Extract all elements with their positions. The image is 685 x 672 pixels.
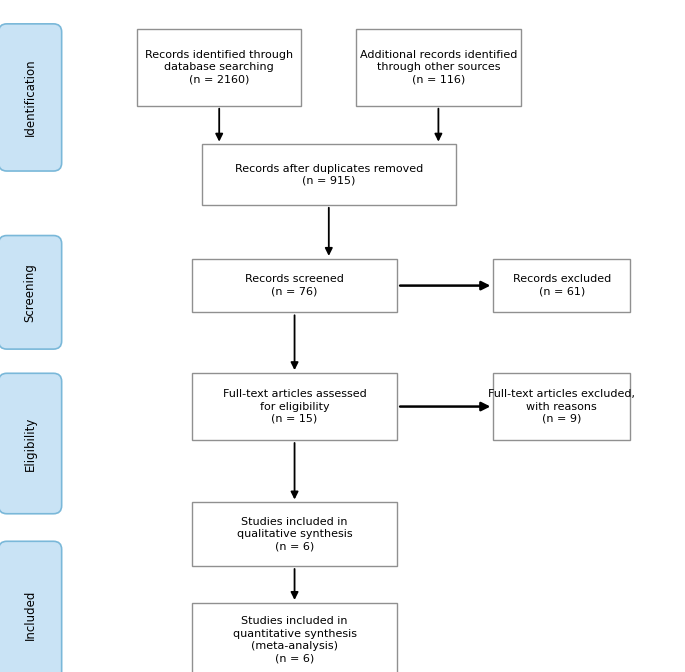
Text: Screening: Screening [24, 263, 36, 322]
FancyBboxPatch shape [192, 503, 397, 566]
FancyBboxPatch shape [202, 144, 456, 205]
FancyBboxPatch shape [137, 28, 301, 106]
Text: Records identified through
database searching
(n = 2160): Records identified through database sear… [145, 50, 293, 85]
FancyBboxPatch shape [0, 24, 62, 171]
Text: Full-text articles excluded,
with reasons
(n = 9): Full-text articles excluded, with reason… [488, 389, 635, 424]
FancyBboxPatch shape [356, 28, 521, 106]
Text: Additional records identified
through other sources
(n = 116): Additional records identified through ot… [360, 50, 517, 85]
FancyBboxPatch shape [192, 373, 397, 440]
FancyBboxPatch shape [0, 374, 62, 513]
Text: Studies included in
qualitative synthesis
(n = 6): Studies included in qualitative synthesi… [237, 517, 352, 552]
FancyBboxPatch shape [192, 603, 397, 672]
FancyBboxPatch shape [0, 236, 62, 349]
FancyBboxPatch shape [493, 373, 630, 440]
Text: Records excluded
(n = 61): Records excluded (n = 61) [512, 274, 611, 297]
Text: Identification: Identification [24, 58, 36, 136]
Text: Studies included in
quantitative synthesis
(meta-analysis)
(n = 6): Studies included in quantitative synthes… [232, 616, 357, 663]
Text: Eligibility: Eligibility [24, 417, 36, 470]
Text: Records screened
(n = 76): Records screened (n = 76) [245, 274, 344, 297]
Text: Included: Included [24, 590, 36, 640]
FancyBboxPatch shape [192, 259, 397, 312]
FancyBboxPatch shape [0, 542, 62, 672]
Text: Full-text articles assessed
for eligibility
(n = 15): Full-text articles assessed for eligibil… [223, 389, 366, 424]
Text: Records after duplicates removed
(n = 915): Records after duplicates removed (n = 91… [235, 163, 423, 186]
FancyBboxPatch shape [493, 259, 630, 312]
